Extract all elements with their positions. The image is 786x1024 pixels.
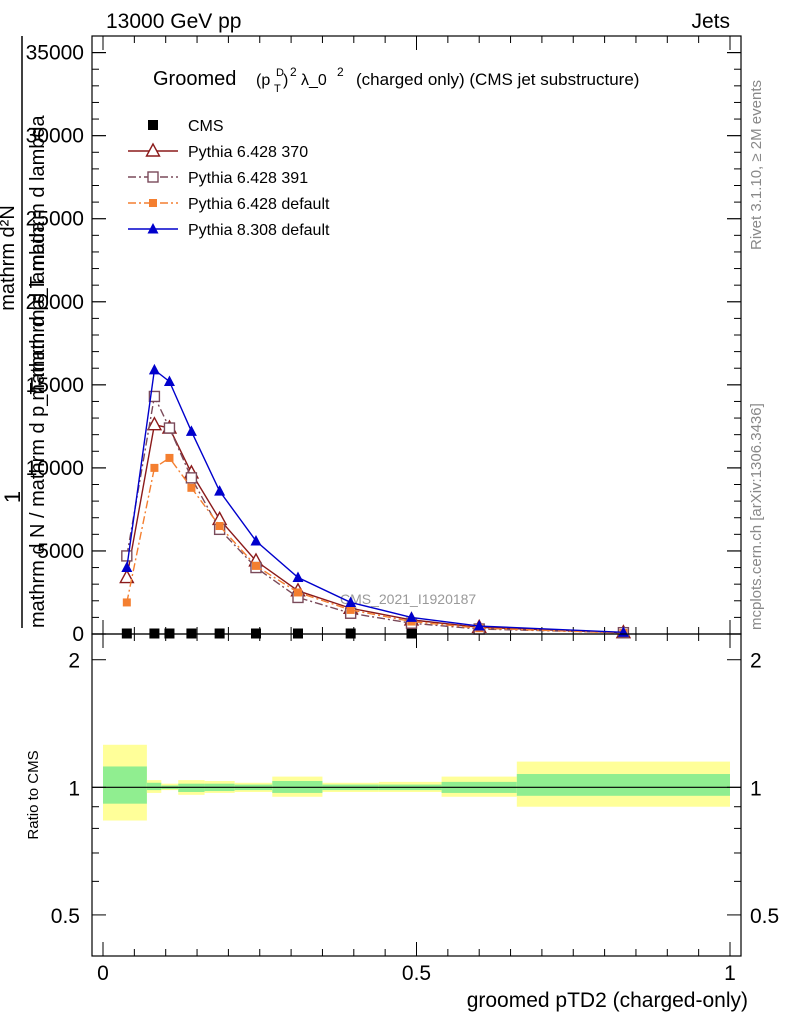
y-tick-label: 35000 xyxy=(26,42,84,65)
x-tick-label: 1 xyxy=(724,962,736,985)
data-point xyxy=(251,561,260,570)
y-tick-label: 5000 xyxy=(37,540,84,563)
data-point xyxy=(165,453,174,462)
legend-label: Pythia 6.428 391 xyxy=(188,170,308,187)
ratio-x-ticks: 0 0.5 1 xyxy=(97,634,736,985)
chart-title-suffix: (charged only) (CMS jet substructure) xyxy=(356,70,639,89)
ratio-bands xyxy=(103,744,730,821)
data-point xyxy=(145,142,161,157)
y-tick-label: 15000 xyxy=(26,374,84,397)
chart-title: Groomed (p D T ) 2 λ_0 2 (charged only) … xyxy=(153,65,639,95)
data-point xyxy=(148,363,160,375)
y-axis-title-top: mathrm d²N xyxy=(0,205,19,311)
chart-title-p: (p xyxy=(256,72,270,89)
legend-label: Pythia 6.428 default xyxy=(188,196,330,213)
data-point xyxy=(121,550,133,562)
y-tick-label: 0 xyxy=(72,623,84,646)
data-point xyxy=(405,611,417,622)
ratio-inner-band xyxy=(146,782,162,791)
header-right: Jets xyxy=(691,10,730,33)
ratio-y-tick-label-right: 0.5 xyxy=(750,905,779,928)
data-point xyxy=(346,605,355,614)
data-point xyxy=(147,223,159,234)
x-tick-label: 0.5 xyxy=(402,962,431,985)
ratio-y-tick-label-right: 2 xyxy=(750,650,762,673)
legend-label: Pythia 6.428 370 xyxy=(188,144,308,161)
legend-label: CMS xyxy=(188,118,224,135)
y-axis-title: 1 mathrm d²N mathrm d p_T mathrm d lambd… xyxy=(0,36,49,628)
data-point xyxy=(187,483,196,492)
y-axis-title-bottom: mathrm d N / mathrm d p_T mathrm d lambd… xyxy=(27,221,49,628)
ratio-y-ticks: 0.5 1 2 0.5 1 2 xyxy=(51,650,779,928)
data-point xyxy=(122,598,131,607)
data-point xyxy=(185,472,198,484)
data-point xyxy=(148,390,161,403)
rivet-label: Rivet 3.1.10, ≥ 2M events xyxy=(748,80,765,250)
data-point xyxy=(473,620,485,631)
data-point xyxy=(185,425,197,436)
ratio-y-tick-label-right: 1 xyxy=(750,777,762,800)
y-tick-label: 25000 xyxy=(26,208,84,231)
legend: CMS Pythia 6.428 370 Pythia 6.428 391 Pythi… xyxy=(128,118,330,239)
data-point xyxy=(163,422,176,434)
chart-title-lambda: λ_0 xyxy=(301,72,327,89)
data-point xyxy=(149,199,157,207)
mcplots-label: mcplots.cern.ch [arXiv:1306.3436] xyxy=(748,403,765,630)
series-layer xyxy=(119,363,632,639)
ratio-y-tick-label: 2 xyxy=(68,650,80,673)
y-tick-label: 10000 xyxy=(26,457,84,480)
y-axis-title-one: 1 xyxy=(0,491,25,503)
main-y-ticks: 0 5000 10000 15000 20000 25000 30000 35000 xyxy=(26,42,741,646)
ratio-y-axis-title: Ratio to CMS xyxy=(25,750,42,839)
y-tick-label: 30000 xyxy=(26,125,84,148)
chart-title-close: ) xyxy=(283,72,288,89)
x-axis-title: groomed pTD2 (charged-only) xyxy=(467,989,748,1012)
ratio-y-tick-label: 0.5 xyxy=(51,905,80,928)
ratio-y-tick-label: 1 xyxy=(68,777,80,800)
ratio-inner-band xyxy=(103,766,147,804)
data-point xyxy=(148,120,158,130)
header-left: 13000 GeV pp xyxy=(106,10,241,33)
y-axis-title-top-denominator: mathrm d p_T mathrm d lambda xyxy=(27,114,49,400)
data-point xyxy=(345,596,357,607)
legend-label: Pythia 8.308 default xyxy=(188,222,330,239)
data-point xyxy=(163,375,175,387)
chart-title-word: Groomed xyxy=(153,68,236,90)
y-tick-label: 20000 xyxy=(26,291,84,314)
data-point xyxy=(215,522,224,531)
series-p6def xyxy=(122,453,628,638)
main-x-ticks xyxy=(102,36,731,634)
data-point xyxy=(292,571,304,583)
data-point xyxy=(250,534,262,546)
chart-title-exp2: 2 xyxy=(337,65,344,79)
chart-title-sub: T xyxy=(274,83,281,95)
ratio-inner-band xyxy=(516,774,730,796)
data-point xyxy=(214,485,226,496)
data-point xyxy=(119,569,135,584)
analysis-watermark: CMS_2021_I1920187 xyxy=(340,591,476,607)
data-point xyxy=(121,561,133,573)
data-point xyxy=(146,416,163,431)
data-point xyxy=(147,171,159,183)
chart-title-sup: D xyxy=(276,67,284,79)
data-point xyxy=(150,463,159,472)
data-point xyxy=(293,588,302,597)
x-tick-label: 0 xyxy=(97,962,109,985)
chart-title-exp: 2 xyxy=(290,65,297,79)
